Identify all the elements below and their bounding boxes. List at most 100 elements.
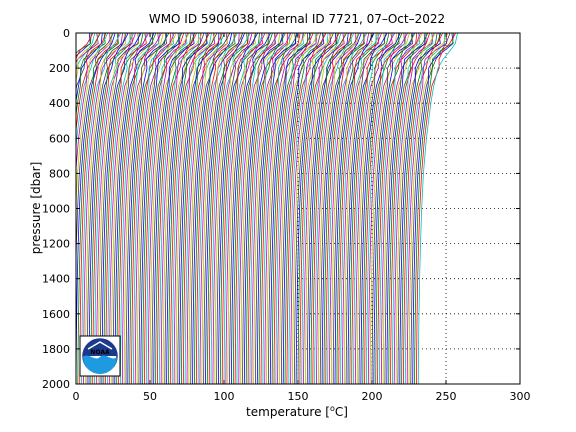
x-tick-label: 100 <box>214 390 235 403</box>
profile-line <box>277 33 318 384</box>
profile-line <box>76 33 99 83</box>
profile-line <box>295 33 337 384</box>
profile-line <box>306 33 347 384</box>
profile-line <box>164 33 205 384</box>
profile-line <box>162 33 203 384</box>
profile-line <box>353 33 394 384</box>
profile-line <box>142 33 183 384</box>
profile-line <box>155 33 196 384</box>
profile-line <box>351 33 393 384</box>
profile-line <box>416 33 456 384</box>
profile-line <box>330 33 373 384</box>
profile-line <box>260 33 301 384</box>
profile-line <box>151 33 192 384</box>
profile-line <box>76 33 103 104</box>
profile-line <box>245 33 286 384</box>
profile-line <box>332 33 373 384</box>
profile-line <box>140 33 181 384</box>
profile-line <box>129 33 170 384</box>
profile-line <box>360 33 401 384</box>
profile-line <box>149 33 190 384</box>
profile-line <box>219 33 260 384</box>
profile-line <box>131 33 172 384</box>
profile-line <box>179 33 220 384</box>
profile-line <box>76 33 107 133</box>
profile-line <box>251 33 292 384</box>
profile-line <box>110 33 151 384</box>
profile-line <box>395 33 436 384</box>
profile-line <box>380 33 421 384</box>
profile-line <box>390 33 431 384</box>
profile-line <box>147 33 188 384</box>
profile-line <box>253 33 294 384</box>
profile-line <box>227 33 268 384</box>
y-tick-label: 600 <box>49 132 70 145</box>
profile-line <box>76 33 106 119</box>
profile-line <box>216 33 257 384</box>
profile-line <box>101 33 142 384</box>
profile-line <box>127 33 168 384</box>
profile-line <box>366 33 407 384</box>
profile-line <box>338 33 379 384</box>
profile-line <box>76 33 94 71</box>
profile-line <box>145 33 188 384</box>
profile-line <box>310 33 352 384</box>
profile-line <box>247 33 288 384</box>
profile-line <box>397 33 438 384</box>
profile-line <box>417 33 458 384</box>
profile-line <box>114 33 155 384</box>
profile-line <box>325 33 366 384</box>
profile-line <box>336 33 377 384</box>
profile-line <box>410 33 451 384</box>
profile-line <box>373 33 414 384</box>
profile-line <box>95 33 136 384</box>
y-tick-label: 1000 <box>42 203 70 216</box>
x-tick-label: 0 <box>73 390 80 403</box>
profile-line <box>108 33 149 384</box>
profile-line <box>312 33 353 384</box>
profile-line <box>236 33 277 384</box>
profile-line <box>76 33 112 212</box>
profile-line <box>83 33 123 384</box>
profile-line <box>76 33 99 64</box>
profile-line <box>367 33 408 384</box>
profile-line <box>262 33 304 384</box>
profile-line <box>384 33 426 384</box>
profile-line <box>105 33 147 384</box>
y-tick-label: 1400 <box>42 273 70 286</box>
profile-line <box>392 33 434 384</box>
profile-line <box>243 33 284 384</box>
profile-line <box>199 33 240 384</box>
profile-line <box>99 33 140 384</box>
profile-line <box>175 33 216 384</box>
profile-line <box>305 33 345 384</box>
profile-line <box>316 33 357 384</box>
y-tick-label: 2000 <box>42 378 70 391</box>
profile-line <box>299 33 340 384</box>
degree-superscript: o <box>330 404 335 413</box>
profile-line <box>354 33 395 384</box>
profile-line <box>286 33 327 384</box>
profile-line <box>192 33 233 384</box>
profiles-layer <box>76 33 458 384</box>
profile-line <box>116 33 157 384</box>
plot-area <box>76 33 458 384</box>
y-tick-label: 800 <box>49 167 70 180</box>
profile-line <box>297 33 338 384</box>
profile-line <box>282 33 325 384</box>
profile-line <box>379 33 421 384</box>
profile-line <box>240 33 281 384</box>
profile-line <box>258 33 299 384</box>
profile-line <box>79 33 120 384</box>
profile-line <box>76 33 91 57</box>
profile-line <box>97 33 140 384</box>
profile-line <box>182 33 223 384</box>
profile-line <box>284 33 325 384</box>
profile-line <box>327 33 368 384</box>
profile-line <box>408 33 449 384</box>
profile-line <box>393 33 434 384</box>
profile-line <box>273 33 314 384</box>
profile-line <box>76 33 114 275</box>
profile-line <box>266 33 307 384</box>
profile-line <box>356 33 397 384</box>
